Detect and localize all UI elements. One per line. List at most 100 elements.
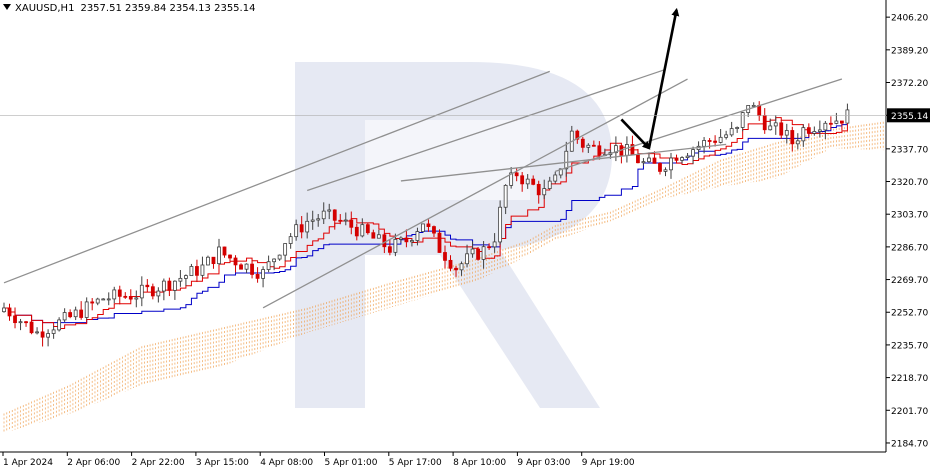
candle-body	[757, 104, 762, 117]
candle-body	[806, 127, 811, 134]
candle-body	[150, 286, 155, 297]
candle-body	[117, 289, 122, 297]
candle-body	[674, 157, 679, 161]
candle-body	[724, 134, 729, 138]
candle-body	[84, 301, 89, 318]
candle-body	[514, 172, 519, 177]
candle-body	[228, 254, 232, 259]
candle-body	[404, 237, 409, 243]
candle-body	[321, 210, 326, 220]
candle-body	[443, 252, 447, 261]
candle-body	[773, 122, 778, 127]
candle-body	[636, 154, 640, 164]
candle-body	[801, 127, 806, 142]
candle-body	[564, 150, 569, 170]
candle-body	[90, 301, 95, 304]
candle-body	[454, 267, 458, 271]
candles	[2, 101, 850, 347]
tenkan-line	[4, 117, 848, 330]
candle-body	[509, 172, 514, 186]
candle-body	[382, 234, 387, 248]
candle-body	[481, 246, 486, 260]
x-tick-label: 9 Apr 19:00	[582, 458, 635, 468]
candle-body	[128, 296, 133, 300]
x-tick-label: 2 Apr 06:00	[67, 458, 120, 468]
candle-body	[365, 224, 370, 234]
watermark-shape	[295, 62, 612, 408]
indicator-lines	[4, 117, 848, 330]
candle-body	[95, 298, 100, 304]
x-tick-label: 5 Apr 17:00	[389, 458, 442, 468]
candle-body	[327, 209, 332, 212]
candle-body	[641, 161, 646, 164]
candle-body	[338, 219, 343, 222]
candle-body	[299, 224, 304, 233]
candle-body	[448, 259, 453, 269]
candle-body	[57, 319, 62, 331]
candle-body	[542, 188, 547, 196]
y-tick-label: 2286.70	[891, 243, 928, 253]
candle-body	[222, 246, 227, 256]
candle-body	[233, 257, 238, 266]
candle-body	[266, 261, 271, 270]
annotations	[3, 7, 843, 309]
candle-body	[421, 223, 425, 232]
candle-body	[172, 280, 177, 291]
x-tick-label: 2 Apr 22:00	[132, 458, 185, 468]
candle-body	[410, 240, 414, 243]
candle-body	[371, 232, 376, 239]
candle-body	[520, 175, 525, 185]
candle-body	[40, 331, 45, 338]
high-price: 2359.84	[125, 3, 167, 14]
candle-body	[211, 256, 216, 265]
candle-body	[762, 115, 767, 131]
candle-body	[558, 168, 563, 176]
candle-body	[845, 109, 850, 124]
candle-body	[459, 263, 464, 271]
candle-body	[112, 289, 117, 300]
watermark-cutout	[365, 120, 530, 200]
candle-body	[294, 224, 299, 238]
y-tick-label: 2269.70	[891, 276, 928, 286]
candle-body	[189, 266, 194, 277]
candle-body	[812, 131, 817, 134]
candle-body	[580, 138, 585, 148]
candle-body	[178, 277, 183, 282]
candle-body	[465, 253, 469, 265]
candle-body	[553, 174, 558, 182]
candle-body	[343, 219, 348, 222]
candle-body	[195, 266, 199, 276]
x-tick-label: 9 Apr 03:00	[517, 458, 570, 468]
candle-body	[647, 157, 651, 163]
y-tick-label: 2389.20	[891, 46, 928, 56]
candle-body	[24, 321, 28, 324]
candle-body	[101, 298, 106, 301]
dropdown-arrow-icon[interactable]	[3, 4, 11, 10]
y-tick-label: 2184.70	[891, 439, 928, 449]
candle-body	[658, 163, 662, 172]
y-tick-label: 2201.70	[891, 407, 928, 417]
forecast-arrow	[647, 7, 680, 149]
x-tick-label: 3 Apr 15:00	[196, 458, 249, 468]
y-tick-label: 2372.20	[891, 79, 928, 89]
candle-body	[426, 223, 431, 227]
candle-body	[354, 226, 359, 237]
candle-body	[79, 309, 84, 318]
channel-line	[400, 143, 727, 182]
forecast-arrow	[620, 118, 651, 150]
y-tick-label: 2218.70	[891, 374, 928, 384]
candle-body	[415, 231, 420, 241]
candle-body	[685, 155, 690, 158]
candle-body	[206, 256, 210, 266]
candle-body	[349, 219, 354, 228]
candle-body	[586, 144, 591, 148]
candle-body	[718, 136, 723, 143]
candle-body	[713, 140, 718, 143]
candle-body	[62, 312, 67, 321]
channel-line	[3, 70, 550, 284]
candle-body	[217, 246, 221, 265]
symbol-label: XAUUSD,H1	[15, 3, 75, 14]
candle-body	[575, 130, 580, 140]
price-tag	[887, 108, 930, 123]
